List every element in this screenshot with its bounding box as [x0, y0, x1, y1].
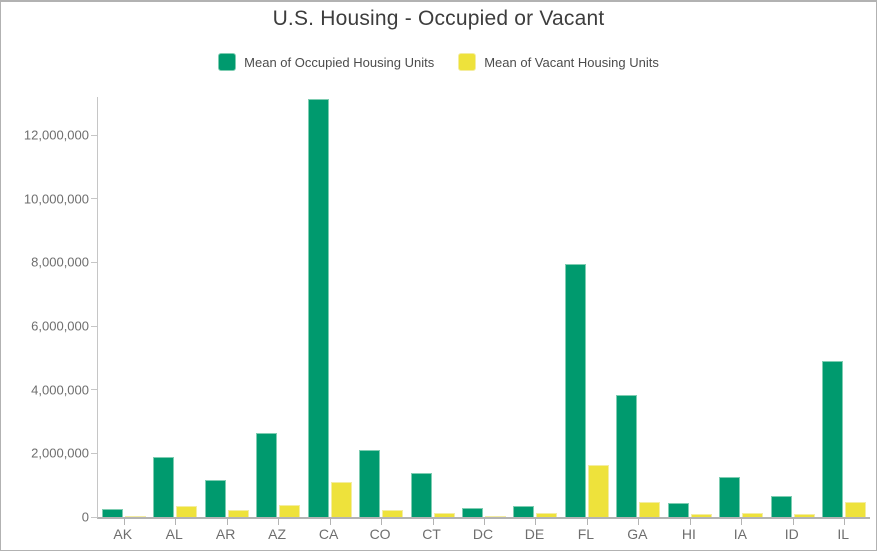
bar-occupied-IL[interactable]	[822, 361, 844, 517]
bar-vacant-DE[interactable]	[536, 513, 558, 517]
y-axis-label: 4,000,000	[31, 382, 89, 398]
y-axis-tick	[91, 389, 97, 391]
bar-vacant-GA[interactable]	[639, 501, 661, 517]
bar-vacant-AZ[interactable]	[279, 504, 301, 517]
x-axis-label-ID: ID	[784, 526, 799, 542]
x-axis-tick	[638, 519, 640, 525]
y-axis-tick	[91, 516, 97, 518]
x-axis-tick	[844, 519, 846, 525]
x-axis-tick	[381, 519, 383, 525]
bar-vacant-DC[interactable]	[485, 515, 506, 517]
legend: Mean of Occupied Housing Units Mean of V…	[1, 53, 876, 71]
legend-item-occupied[interactable]: Mean of Occupied Housing Units	[218, 53, 434, 71]
bar-occupied-DE[interactable]	[513, 505, 535, 517]
bar-occupied-GA[interactable]	[616, 394, 638, 517]
y-axis-label: 10,000,000	[23, 191, 89, 207]
occupied-series-swatch-icon	[218, 53, 237, 71]
x-axis-label-AR: AR	[215, 526, 236, 542]
x-axis-label-GA: GA	[627, 526, 648, 542]
bar-vacant-CA[interactable]	[330, 482, 352, 517]
x-axis-label-IA: IA	[733, 526, 747, 542]
x-axis-labels: AK AL AR AZ CA CO CT DC DE FL GA HI IA ID IL	[97, 526, 869, 546]
x-axis-label-HI: HI	[681, 526, 696, 542]
x-axis-label-AL: AL	[165, 526, 183, 542]
legend-label-occupied: Mean of Occupied Housing Units	[244, 54, 435, 70]
x-axis-tick	[792, 519, 794, 525]
x-axis-label-CT: CT	[422, 526, 441, 542]
y-axis-labels: 0 2,000,000 4,000,000 6,000,000 8,000,000 10,…	[1, 97, 89, 525]
x-axis-tick	[175, 519, 177, 525]
y-axis-label: 0	[81, 509, 89, 525]
x-axis-tick	[226, 519, 228, 525]
bar-occupied-ID[interactable]	[770, 496, 792, 517]
y-axis-label: 8,000,000	[31, 254, 89, 270]
y-axis-tick	[91, 261, 97, 263]
x-axis-tick	[278, 519, 280, 525]
bar-occupied-DC[interactable]	[462, 508, 483, 517]
bar-occupied-AK[interactable]	[101, 509, 123, 517]
x-axis-label-DE: DE	[524, 526, 545, 542]
bar-vacant-IA[interactable]	[742, 513, 764, 517]
x-axis-tick	[586, 519, 588, 525]
x-axis-tick	[535, 519, 537, 525]
legend-label-vacant: Mean of Vacant Housing Units	[484, 54, 659, 70]
x-axis-tick	[484, 519, 485, 525]
bar-vacant-ID[interactable]	[793, 514, 815, 517]
plot-area	[91, 97, 870, 525]
bar-vacant-IL[interactable]	[845, 501, 867, 517]
x-axis-tick	[432, 519, 434, 525]
x-axis-label-DC: DC	[472, 526, 494, 542]
bar-vacant-AR[interactable]	[227, 510, 249, 517]
bar-occupied-CA[interactable]	[307, 98, 329, 517]
y-axis-label: 12,000,000	[23, 127, 89, 143]
bar-occupied-CO[interactable]	[359, 449, 381, 517]
bar-vacant-AK[interactable]	[124, 515, 146, 517]
legend-item-vacant[interactable]: Mean of Vacant Housing Units	[458, 53, 659, 71]
bar-occupied-HI[interactable]	[667, 502, 689, 517]
chart-title: U.S. Housing - Occupied or Vacant	[272, 7, 605, 30]
x-axis-label-FL: FL	[577, 526, 595, 542]
bar-vacant-HI[interactable]	[690, 514, 712, 517]
x-axis-tick	[741, 519, 743, 525]
y-axis-tick	[91, 134, 97, 136]
bar-vacant-FL[interactable]	[587, 465, 609, 517]
bar-occupied-IA[interactable]	[719, 476, 741, 517]
x-axis-label-CA: CA	[318, 526, 339, 542]
bar-occupied-CT[interactable]	[410, 473, 432, 517]
x-axis-tick	[329, 519, 331, 525]
bar-vacant-CT[interactable]	[433, 513, 455, 517]
bar-occupied-AL[interactable]	[153, 457, 175, 517]
bar-occupied-FL[interactable]	[564, 264, 586, 517]
y-axis-label: 6,000,000	[31, 318, 89, 334]
x-axis-tick	[689, 519, 691, 525]
bar-occupied-AZ[interactable]	[256, 432, 278, 517]
x-axis-label-CO: CO	[369, 526, 391, 542]
x-axis-label-IL: IL	[837, 526, 850, 542]
y-axis-label: 2,000,000	[31, 445, 89, 461]
bar-vacant-AL[interactable]	[176, 505, 198, 517]
bar-vacant-CO[interactable]	[382, 510, 404, 517]
y-axis-tick	[91, 325, 97, 327]
y-axis-tick	[91, 452, 97, 454]
x-axis-label-AK: AK	[113, 526, 133, 542]
y-axis-tick	[91, 198, 97, 200]
bar-occupied-AR[interactable]	[204, 480, 226, 517]
vacant-series-swatch-icon	[458, 53, 477, 71]
x-axis-label-AZ: AZ	[268, 526, 287, 542]
x-axis-tick	[123, 519, 125, 525]
